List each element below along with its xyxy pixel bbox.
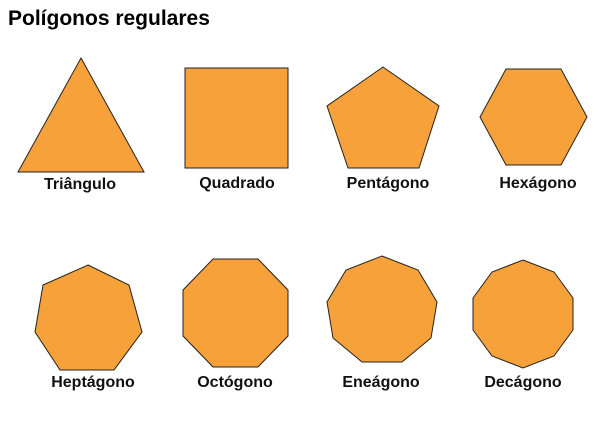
label-decagon: Decágono [484,374,562,391]
label-heptagon: Heptágono [51,374,135,391]
label-nonagon: Eneágono [342,374,420,391]
label-octagon: Octógono [197,374,273,391]
nonagon-shape [326,255,438,363]
label-square: Quadrado [199,175,275,192]
triangle-shape [17,56,145,173]
page-title: Polígonos regulares [8,7,210,30]
decagon-shape [472,259,574,369]
label-pentagon: Pentágono [346,175,430,192]
square-shape [184,67,289,169]
heptagon-shape [34,264,143,371]
octagon-shape [182,258,289,368]
label-hexagon: Hexágono [499,175,577,192]
label-triangle: Triângulo [44,176,116,193]
hexagon-shape [479,68,588,166]
pentagon-shape [326,66,440,169]
